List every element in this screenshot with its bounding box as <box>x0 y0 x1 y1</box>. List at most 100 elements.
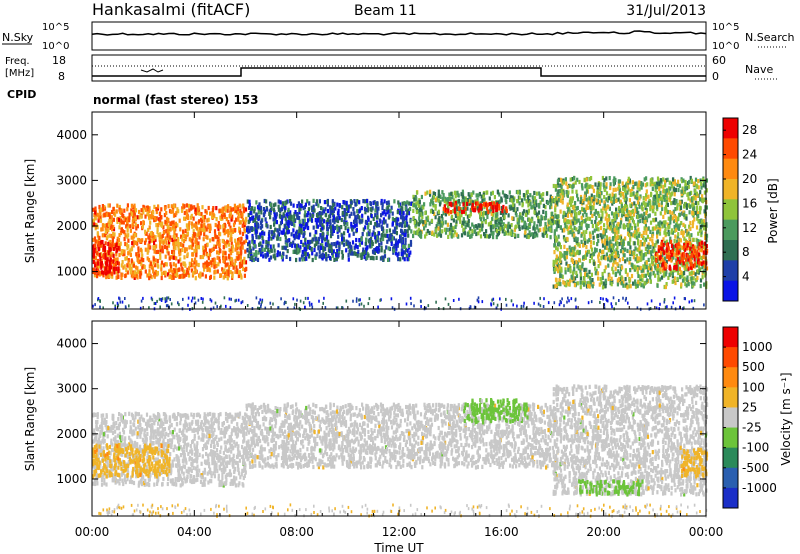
echo-cell <box>150 234 153 239</box>
echo-cell <box>272 254 275 259</box>
echo-cell <box>656 198 659 203</box>
echo-cell <box>617 269 620 274</box>
echo-cell <box>445 201 448 206</box>
echo-cell <box>266 243 269 248</box>
echo-cell <box>605 197 608 202</box>
echo-cell <box>534 227 537 232</box>
echo-cell <box>538 202 541 208</box>
echo-cell <box>526 189 529 194</box>
echo-cell <box>596 271 600 276</box>
echo-cell <box>665 195 668 201</box>
echo-cell <box>285 212 289 217</box>
echo-cell <box>367 239 371 244</box>
echo-cell <box>341 210 344 216</box>
echo-cell <box>667 232 671 237</box>
echo-cell <box>374 208 377 213</box>
echo-cell <box>565 255 568 260</box>
echo-cell <box>216 235 219 240</box>
echo-cell <box>527 203 530 208</box>
echo-cell <box>122 265 125 270</box>
echo-cell <box>628 198 631 203</box>
echo-cell <box>170 204 173 209</box>
echo-cell <box>666 177 669 182</box>
echo-cell <box>168 209 172 214</box>
echo-cell <box>605 228 608 233</box>
echo-cell <box>588 269 591 274</box>
echo-cell <box>646 278 649 283</box>
echo-cell <box>191 245 194 250</box>
echo-cell <box>602 281 605 286</box>
echo-cell <box>92 245 95 250</box>
echo-cell <box>181 266 184 271</box>
echo-cell <box>638 187 641 192</box>
echo-cell <box>622 280 625 285</box>
echo-cell <box>541 232 544 237</box>
echo-cell <box>365 237 368 242</box>
echo-cell <box>174 223 177 229</box>
echo-cell <box>120 218 123 223</box>
echo-cell <box>469 234 472 239</box>
echo-cell <box>668 272 671 277</box>
echo-cell <box>656 270 659 275</box>
echo-cell <box>536 225 539 230</box>
echo-cell <box>590 247 593 252</box>
echo-cell <box>316 224 319 229</box>
echo-cell <box>500 198 503 203</box>
echo-cell <box>524 212 527 217</box>
echo-cell <box>108 218 111 224</box>
echo-cell <box>117 238 121 243</box>
echo-cell <box>462 202 465 207</box>
echo-cell <box>644 223 647 228</box>
echo-cell <box>360 206 363 211</box>
echo-cell <box>206 260 209 265</box>
echo-cell <box>236 251 239 256</box>
echo-cell <box>351 227 354 232</box>
echo-cell <box>310 217 313 222</box>
echo-cell <box>249 210 252 216</box>
echo-cell <box>165 229 168 234</box>
echo-cell <box>681 179 684 184</box>
echo-cell <box>533 233 536 238</box>
echo-cell <box>433 192 437 197</box>
echo-cell <box>162 240 165 246</box>
echo-cell <box>689 238 692 243</box>
echo-cell <box>221 238 224 244</box>
echo-cell <box>204 209 207 214</box>
echo-cell <box>667 275 670 280</box>
echo-cell <box>384 212 387 217</box>
echo-cell <box>92 207 95 212</box>
echo-cell <box>188 220 191 225</box>
echo-cell <box>107 227 110 233</box>
echo-cell <box>352 231 355 236</box>
echo-cell <box>386 210 389 215</box>
echo-cell <box>659 259 662 265</box>
echo-cell <box>117 274 120 279</box>
echo-cell <box>636 259 639 264</box>
echo-cell <box>328 214 331 219</box>
echo-cell <box>611 252 614 257</box>
echo-cell <box>119 241 122 246</box>
echo-cell <box>627 284 630 289</box>
echo-cell <box>371 240 374 245</box>
echo-cell <box>620 204 623 209</box>
echo-cell <box>681 189 684 194</box>
echo-cell <box>637 219 640 224</box>
echo-cell <box>466 214 469 219</box>
echo-cell <box>546 200 550 206</box>
echo-cell <box>230 207 233 212</box>
echo-cell <box>285 241 288 246</box>
echo-cell <box>168 269 171 274</box>
echo-cell <box>320 234 323 239</box>
echo-cell <box>222 275 225 280</box>
echo-cell <box>521 225 524 230</box>
echo-cell <box>573 176 576 181</box>
echo-cell <box>307 239 310 245</box>
echo-cell <box>524 230 527 235</box>
echo-cell <box>610 258 613 263</box>
echo-cell <box>643 273 646 278</box>
echo-cell <box>420 231 423 236</box>
echo-cell <box>693 264 696 269</box>
echo-cell <box>182 233 185 238</box>
echo-cell <box>279 221 283 226</box>
echo-cell <box>634 195 637 200</box>
